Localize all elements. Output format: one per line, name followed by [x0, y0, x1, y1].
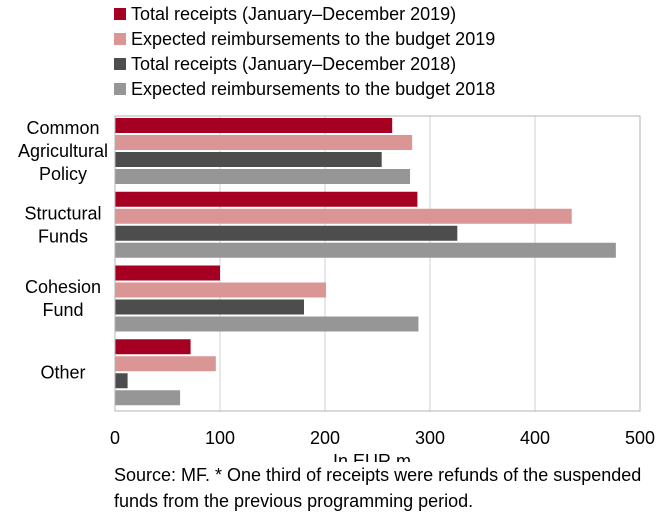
plot-frame — [114, 115, 641, 412]
bar — [115, 356, 216, 372]
source-note: Source: MF. * One third of receipts were… — [114, 465, 642, 511]
legend-label: Total receipts (January–December 2019) — [131, 4, 456, 24]
legend-label: Expected reimbursements to the budget 20… — [131, 79, 495, 99]
bars — [115, 118, 616, 406]
x-axis-label: In EUR m — [333, 451, 411, 462]
x-tick-label: 300 — [415, 428, 445, 448]
x-tick-label: 500 — [625, 428, 655, 448]
bar — [115, 169, 411, 184]
bar — [115, 265, 220, 281]
x-tick-label: 100 — [205, 428, 235, 448]
category-label: Other — [40, 362, 85, 382]
bar — [115, 316, 419, 332]
legend-swatch — [114, 58, 126, 70]
x-tick-labels: 0 100 200 300 400 500 — [110, 428, 655, 448]
category-label: Cohesion Fund — [25, 277, 101, 320]
legend-swatch — [114, 33, 126, 45]
legend-label: Total receipts (January–December 2018) — [131, 54, 456, 74]
bar — [115, 191, 418, 207]
bar — [115, 152, 382, 167]
x-tick-label: 200 — [310, 428, 340, 448]
bar — [115, 208, 572, 224]
category-label: Common Agricultural Policy — [18, 118, 108, 184]
bar — [115, 242, 616, 258]
bar — [115, 282, 327, 298]
category-label: Structural Funds — [24, 203, 101, 246]
bar — [115, 339, 191, 355]
bar — [115, 225, 458, 241]
legend: Total receipts (January–December 2019) Ex… — [114, 4, 495, 99]
legend-swatch — [114, 83, 126, 95]
bar — [115, 118, 393, 133]
bar — [115, 373, 128, 389]
x-tick-label: 0 — [110, 428, 120, 448]
bar — [115, 299, 304, 315]
x-tick-label: 400 — [520, 428, 550, 448]
bar — [115, 135, 413, 150]
legend-swatch — [114, 8, 126, 20]
category-labels: Common Agricultural Policy Structural Funds C… — [18, 118, 108, 382]
legend-label: Expected reimbursements to the budget 20… — [131, 29, 495, 49]
bar-chart: Total receipts (January–December 2019) Ex… — [18, 4, 655, 462]
bar — [115, 390, 181, 406]
